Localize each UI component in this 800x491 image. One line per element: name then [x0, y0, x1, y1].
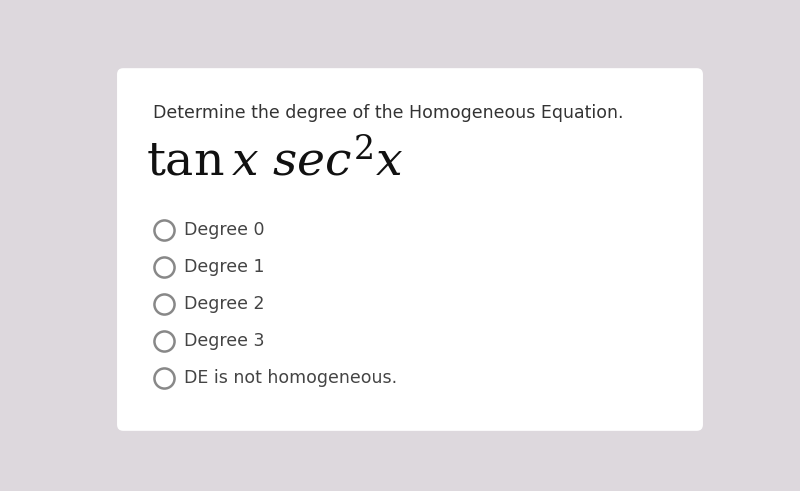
Text: $\tan x\ \mathit{sec}^{2}x$: $\tan x\ \mathit{sec}^{2}x$	[146, 140, 404, 186]
Text: Degree 2: Degree 2	[184, 295, 264, 313]
Text: Degree 1: Degree 1	[184, 258, 264, 276]
Point	[157, 263, 170, 271]
Text: Degree 3: Degree 3	[184, 332, 264, 350]
Point	[157, 337, 170, 345]
Text: Degree 0: Degree 0	[184, 221, 264, 239]
Point	[157, 300, 170, 308]
Text: DE is not homogeneous.: DE is not homogeneous.	[184, 369, 397, 387]
Point	[157, 226, 170, 234]
FancyBboxPatch shape	[117, 68, 703, 431]
Text: Determine the degree of the Homogeneous Equation.: Determine the degree of the Homogeneous …	[153, 104, 623, 122]
Point	[157, 374, 170, 382]
